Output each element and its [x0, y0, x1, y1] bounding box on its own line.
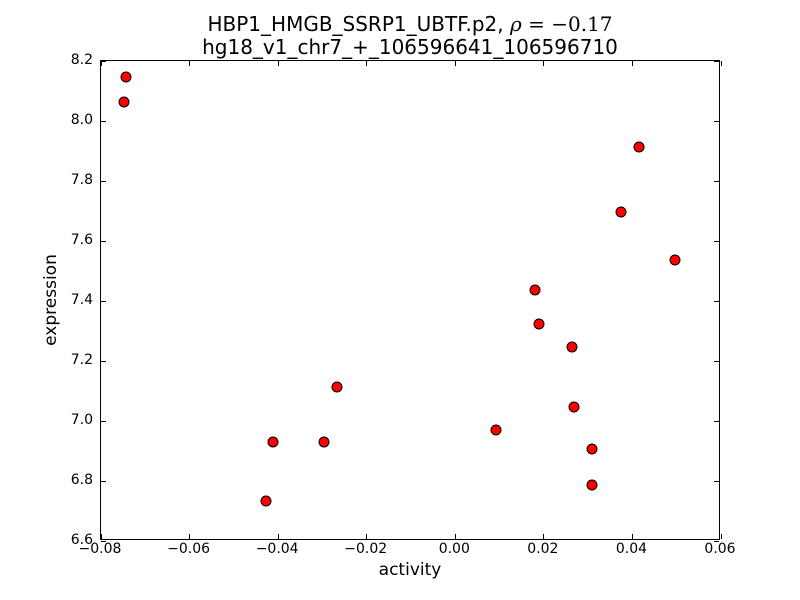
- y-tick-label: 7.2: [70, 352, 93, 368]
- y-tick-left: [101, 300, 106, 302]
- x-tick-top: [189, 61, 191, 66]
- plot-area: [100, 60, 722, 542]
- x-tick-bottom: [454, 534, 456, 539]
- y-tick-right: [714, 60, 719, 62]
- x-tick-top: [277, 61, 279, 66]
- x-tick-top: [366, 61, 368, 66]
- data-point: [118, 96, 130, 107]
- rho-value: = −0.17: [521, 12, 613, 36]
- data-point: [615, 206, 627, 218]
- y-tick-label: 6.6: [70, 532, 93, 548]
- y-tick-left: [101, 540, 106, 542]
- x-tick-label: −0.02: [344, 541, 388, 557]
- y-tick-right: [714, 240, 719, 242]
- x-tick-label: 0.06: [704, 541, 736, 557]
- y-tick-right: [714, 420, 719, 422]
- y-tick-label: 7.6: [70, 232, 93, 248]
- data-point: [568, 401, 580, 413]
- x-axis-label: activity: [378, 560, 442, 580]
- y-tick-label: 7.4: [70, 292, 93, 308]
- x-tick-top: [631, 61, 633, 66]
- data-point: [566, 341, 578, 353]
- data-point: [331, 381, 343, 393]
- title-line-2: hg18_v1_chr7_+_106596641_106596710: [202, 35, 618, 59]
- y-tick-label: 7.8: [70, 172, 93, 188]
- data-point: [533, 318, 545, 329]
- x-tick-label: −0.04: [255, 541, 299, 557]
- x-tick-bottom: [189, 534, 191, 539]
- x-tick-bottom: [100, 534, 102, 539]
- data-point: [633, 141, 645, 152]
- x-tick-label: −0.08: [78, 541, 122, 557]
- x-tick-bottom: [366, 534, 368, 539]
- title-motif-text: HBP1_HMGB_SSRP1_UBTF.p2,: [207, 12, 510, 36]
- x-tick-label: 0.04: [615, 541, 648, 557]
- y-tick-left: [101, 120, 106, 122]
- y-tick-label: 6.8: [70, 472, 93, 488]
- x-tick-label: −0.06: [167, 541, 211, 557]
- y-tick-label: 7.0: [70, 412, 93, 428]
- y-tick-left: [101, 360, 106, 362]
- data-point: [318, 436, 330, 448]
- y-tick-left: [101, 420, 106, 422]
- x-tick-label: 0.02: [527, 541, 559, 557]
- data-point: [120, 71, 132, 83]
- y-tick-right: [714, 180, 719, 182]
- title-line-1: HBP1_HMGB_SSRP1_UBTF.p2, ρ = −0.17: [202, 13, 618, 36]
- data-point: [669, 254, 680, 266]
- data-point: [586, 443, 598, 455]
- y-tick-right: [714, 300, 719, 302]
- data-point: [529, 284, 541, 296]
- data-point: [267, 436, 279, 448]
- x-tick-top: [720, 61, 722, 66]
- x-tick-label: 0.00: [438, 541, 470, 557]
- data-point: [490, 424, 502, 436]
- x-tick-top: [543, 61, 545, 66]
- x-tick-bottom: [543, 534, 545, 539]
- y-tick-right: [714, 540, 719, 542]
- rho-symbol: ρ: [509, 12, 522, 36]
- y-tick-left: [101, 240, 106, 242]
- y-tick-right: [714, 360, 719, 362]
- y-tick-left: [101, 60, 106, 62]
- y-tick-right: [714, 120, 719, 122]
- x-tick-bottom: [277, 534, 279, 539]
- chart-title: HBP1_HMGB_SSRP1_UBTF.p2, ρ = −0.17 hg18_…: [202, 13, 618, 59]
- data-point: [260, 495, 272, 507]
- y-tick-left: [101, 180, 106, 182]
- y-tick-left: [101, 480, 106, 482]
- x-tick-bottom: [720, 534, 722, 539]
- y-tick-label: 8.2: [70, 52, 93, 68]
- data-point: [586, 479, 598, 491]
- x-tick-top: [100, 61, 102, 66]
- y-tick-right: [714, 480, 719, 482]
- x-tick-top: [454, 61, 456, 66]
- y-tick-label: 8.0: [70, 112, 93, 128]
- x-tick-bottom: [631, 534, 633, 539]
